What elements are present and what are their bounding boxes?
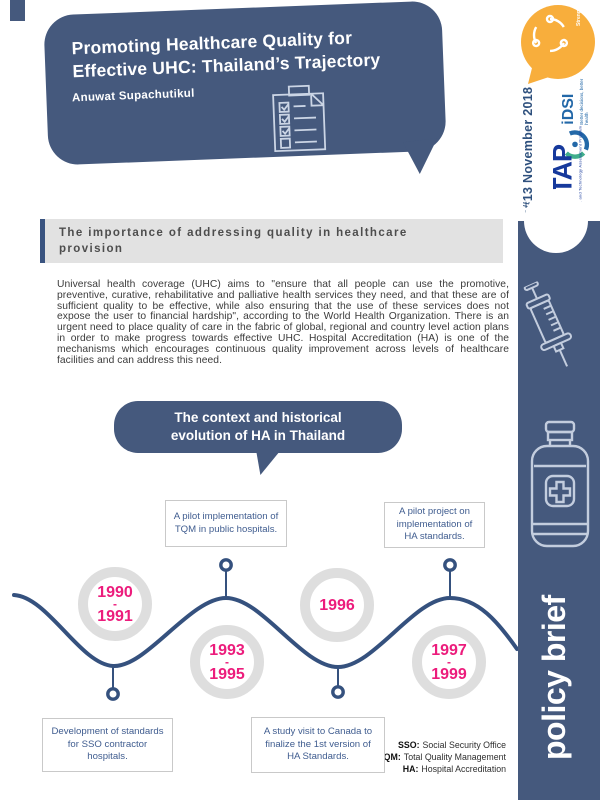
policy-brief-label: policy brief — [536, 595, 572, 761]
section-heading: The importance of addressing quality in … — [59, 227, 408, 255]
year-label: 1993 — [209, 641, 245, 659]
idsi-ring-icon — [564, 130, 590, 159]
strengthening-logo-text: Strengthening health systems and institu… — [576, 2, 582, 26]
year-dash: - — [447, 654, 451, 669]
year-dash: - — [113, 596, 117, 611]
context-speech-bubble-tail — [256, 451, 280, 475]
section-heading-accent-bar — [40, 219, 45, 263]
timeline-wave — [12, 558, 518, 701]
year-label: 1990 — [97, 583, 133, 601]
strengthening-health-systems-logo: Strengthening health systems and institu… — [521, 2, 595, 84]
year-dash: - — [225, 654, 229, 669]
year-label: 1991 — [97, 607, 133, 625]
abbr-definition: Hospital Accreditation — [421, 764, 506, 774]
year-label: 1996 — [319, 596, 355, 614]
year-label: 1995 — [209, 665, 245, 683]
header-speech-bubble-tail — [403, 138, 438, 174]
corner-accent — [10, 0, 25, 21]
callout-ha-standards-pilot: A pilot project on implementation of HA … — [384, 502, 485, 548]
timeline-dot-1997 — [443, 558, 457, 572]
abbr-term: SSO: — [398, 740, 420, 750]
abbreviation-list: SSO: Social Security Office TQM: Total Qua… — [336, 739, 506, 775]
abbr-term: HA: — [402, 764, 419, 774]
timeline-ring-1990-1991: 1990 - 1991 — [78, 567, 152, 641]
timeline-dot-1993 — [219, 558, 233, 572]
callout-canada-visit: A study visit to Canada to finalize the … — [251, 717, 385, 773]
context-speech-bubble: The context and historical evolution of … — [114, 401, 402, 453]
idsi-name: iDSI — [560, 93, 577, 125]
timeline-dot-1990 — [106, 687, 120, 701]
callout-sso-standards: Development of standards for SSO contrac… — [42, 718, 173, 772]
callout-tqm-pilot: A pilot implementation of TQM in public … — [165, 500, 287, 547]
abbreviation-row: HA: Hospital Accreditation — [336, 763, 506, 775]
context-bubble-title: The context and historical evolution of … — [170, 410, 346, 443]
syringe-icon — [523, 280, 572, 367]
logo-circle — [521, 5, 595, 79]
abbr-term: TQM: — [378, 752, 401, 762]
idsi-tagline: Better decisions, better health — [579, 78, 589, 125]
section-heading-background — [45, 219, 503, 263]
body-paragraph: Universal health coverage (UHC) aims to … — [57, 279, 509, 366]
medicine-bottle-icon — [530, 420, 590, 548]
abbreviation-row: SSO: Social Security Office — [336, 739, 506, 751]
abbr-definition: Social Security Office — [422, 740, 506, 750]
abbreviation-row: TQM: Total Quality Management — [336, 751, 506, 763]
year-label: 1997 — [431, 641, 467, 659]
timeline-ring-1996: 1996 — [300, 568, 374, 642]
timeline-ring-1997-1999: 1997 - 1999 — [412, 625, 486, 699]
timeline-dot-1996 — [331, 685, 345, 699]
year-label: 1999 — [431, 665, 467, 683]
abbr-definition: Total Quality Management — [403, 752, 506, 762]
checklist-icon — [272, 84, 327, 153]
timeline-ring-1993-1995: 1993 - 1995 — [190, 625, 264, 699]
idsi-logo: iDSI Better decisions, better health — [553, 70, 597, 160]
sidebar-notch — [524, 189, 588, 253]
